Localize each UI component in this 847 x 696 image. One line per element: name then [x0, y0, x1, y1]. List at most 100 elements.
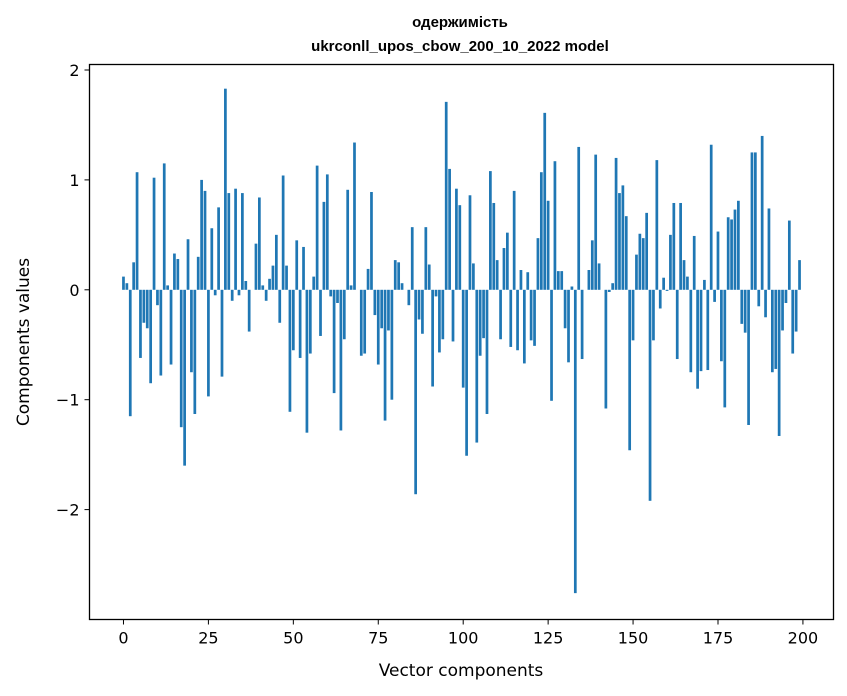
- bar-134: [577, 146, 581, 290]
- bar-43: [268, 278, 271, 290]
- bar-81: [397, 262, 401, 290]
- bar-118: [522, 289, 526, 364]
- bar-18: [183, 289, 186, 466]
- bar-138: [590, 240, 594, 290]
- bar-98: [455, 188, 458, 290]
- x-tick-label: 150: [618, 629, 649, 648]
- bar-116: [516, 289, 519, 351]
- bar-168: [692, 235, 696, 290]
- bar-148: [624, 216, 628, 290]
- bar-140: [597, 263, 601, 290]
- bar-54: [305, 289, 309, 433]
- bar-180: [733, 209, 737, 290]
- bar-172: [706, 289, 710, 371]
- bar-143: [607, 289, 611, 292]
- bar-152: [638, 233, 642, 290]
- bar-74: [373, 289, 377, 316]
- bar-124: [543, 112, 547, 290]
- bar-135: [580, 289, 584, 360]
- bar-71: [363, 289, 367, 354]
- bar-114: [509, 289, 513, 347]
- bar-129: [560, 271, 564, 290]
- x-axis-ticks: 0 25 50 75 100 125 150 175 200: [118, 619, 818, 648]
- bar-103: [472, 263, 475, 290]
- bar-19: [186, 239, 190, 290]
- bar-105: [478, 289, 482, 356]
- bar-0: [122, 276, 125, 290]
- bar-62: [332, 289, 336, 394]
- bar-186: [754, 152, 757, 290]
- x-tick-label: 175: [703, 629, 734, 648]
- bar-44: [271, 265, 275, 290]
- bar-80: [393, 260, 397, 290]
- bar-147: [621, 185, 625, 290]
- bar-158: [658, 289, 662, 309]
- bar-175: [716, 231, 720, 290]
- bar-59: [322, 201, 326, 290]
- x-axis-label: Vector components: [379, 661, 544, 681]
- bar-171: [703, 279, 706, 290]
- bar-28: [217, 207, 220, 290]
- bar-50: [291, 289, 295, 351]
- bar-46: [278, 289, 282, 323]
- bar-112: [502, 248, 506, 290]
- bar-156: [652, 289, 655, 341]
- bar-40: [258, 197, 261, 290]
- bar-17: [179, 289, 183, 428]
- bar-177: [723, 289, 727, 408]
- bar-53: [302, 246, 305, 290]
- bar-49: [288, 289, 292, 412]
- bar-13: [166, 285, 169, 290]
- bars-group: [122, 88, 801, 594]
- bar-94: [441, 289, 445, 340]
- y-tick-label: −1: [56, 391, 80, 410]
- chart-title-line1: одержимість: [412, 14, 508, 31]
- y-axis-ticks: 2 1 0 −1 −2: [56, 61, 90, 520]
- bar-97: [451, 289, 455, 342]
- bar-113: [506, 232, 509, 290]
- bar-79: [390, 289, 394, 400]
- bar-70: [359, 289, 363, 356]
- bar-99: [458, 205, 462, 290]
- bar-5: [139, 289, 142, 358]
- bar-102: [468, 195, 472, 290]
- x-tick-label: 100: [448, 629, 479, 648]
- bar-12: [162, 163, 166, 290]
- bar-29: [220, 289, 224, 377]
- bar-63: [336, 289, 339, 303]
- bar-65: [342, 289, 346, 340]
- bar-16: [176, 259, 180, 290]
- bar-42: [264, 289, 268, 301]
- bar-191: [770, 289, 774, 373]
- bar-55: [308, 289, 312, 354]
- bar-170: [699, 289, 703, 372]
- bar-86: [414, 289, 417, 495]
- bar-126: [550, 289, 553, 401]
- bar-189: [764, 289, 767, 318]
- bar-72: [366, 268, 370, 290]
- bar-52: [298, 289, 302, 358]
- bar-2: [128, 289, 132, 417]
- bar-146: [618, 193, 621, 290]
- bar-117: [519, 270, 523, 290]
- bar-119: [526, 272, 530, 290]
- bar-95: [444, 101, 448, 290]
- bar-145: [614, 157, 618, 290]
- bar-67: [349, 285, 353, 290]
- bar-32: [230, 289, 234, 301]
- bar-164: [679, 202, 682, 290]
- bar-128: [556, 271, 560, 290]
- bar-78: [387, 289, 390, 331]
- bar-60: [325, 174, 329, 290]
- bar-57: [315, 165, 319, 290]
- bar-199: [798, 260, 801, 290]
- bar-130: [563, 289, 567, 329]
- bar-39: [254, 243, 258, 290]
- bar-127: [553, 161, 557, 290]
- bar-66: [346, 189, 350, 290]
- x-tick-label: 75: [368, 629, 388, 648]
- bar-4: [135, 172, 139, 290]
- bar-159: [662, 277, 665, 290]
